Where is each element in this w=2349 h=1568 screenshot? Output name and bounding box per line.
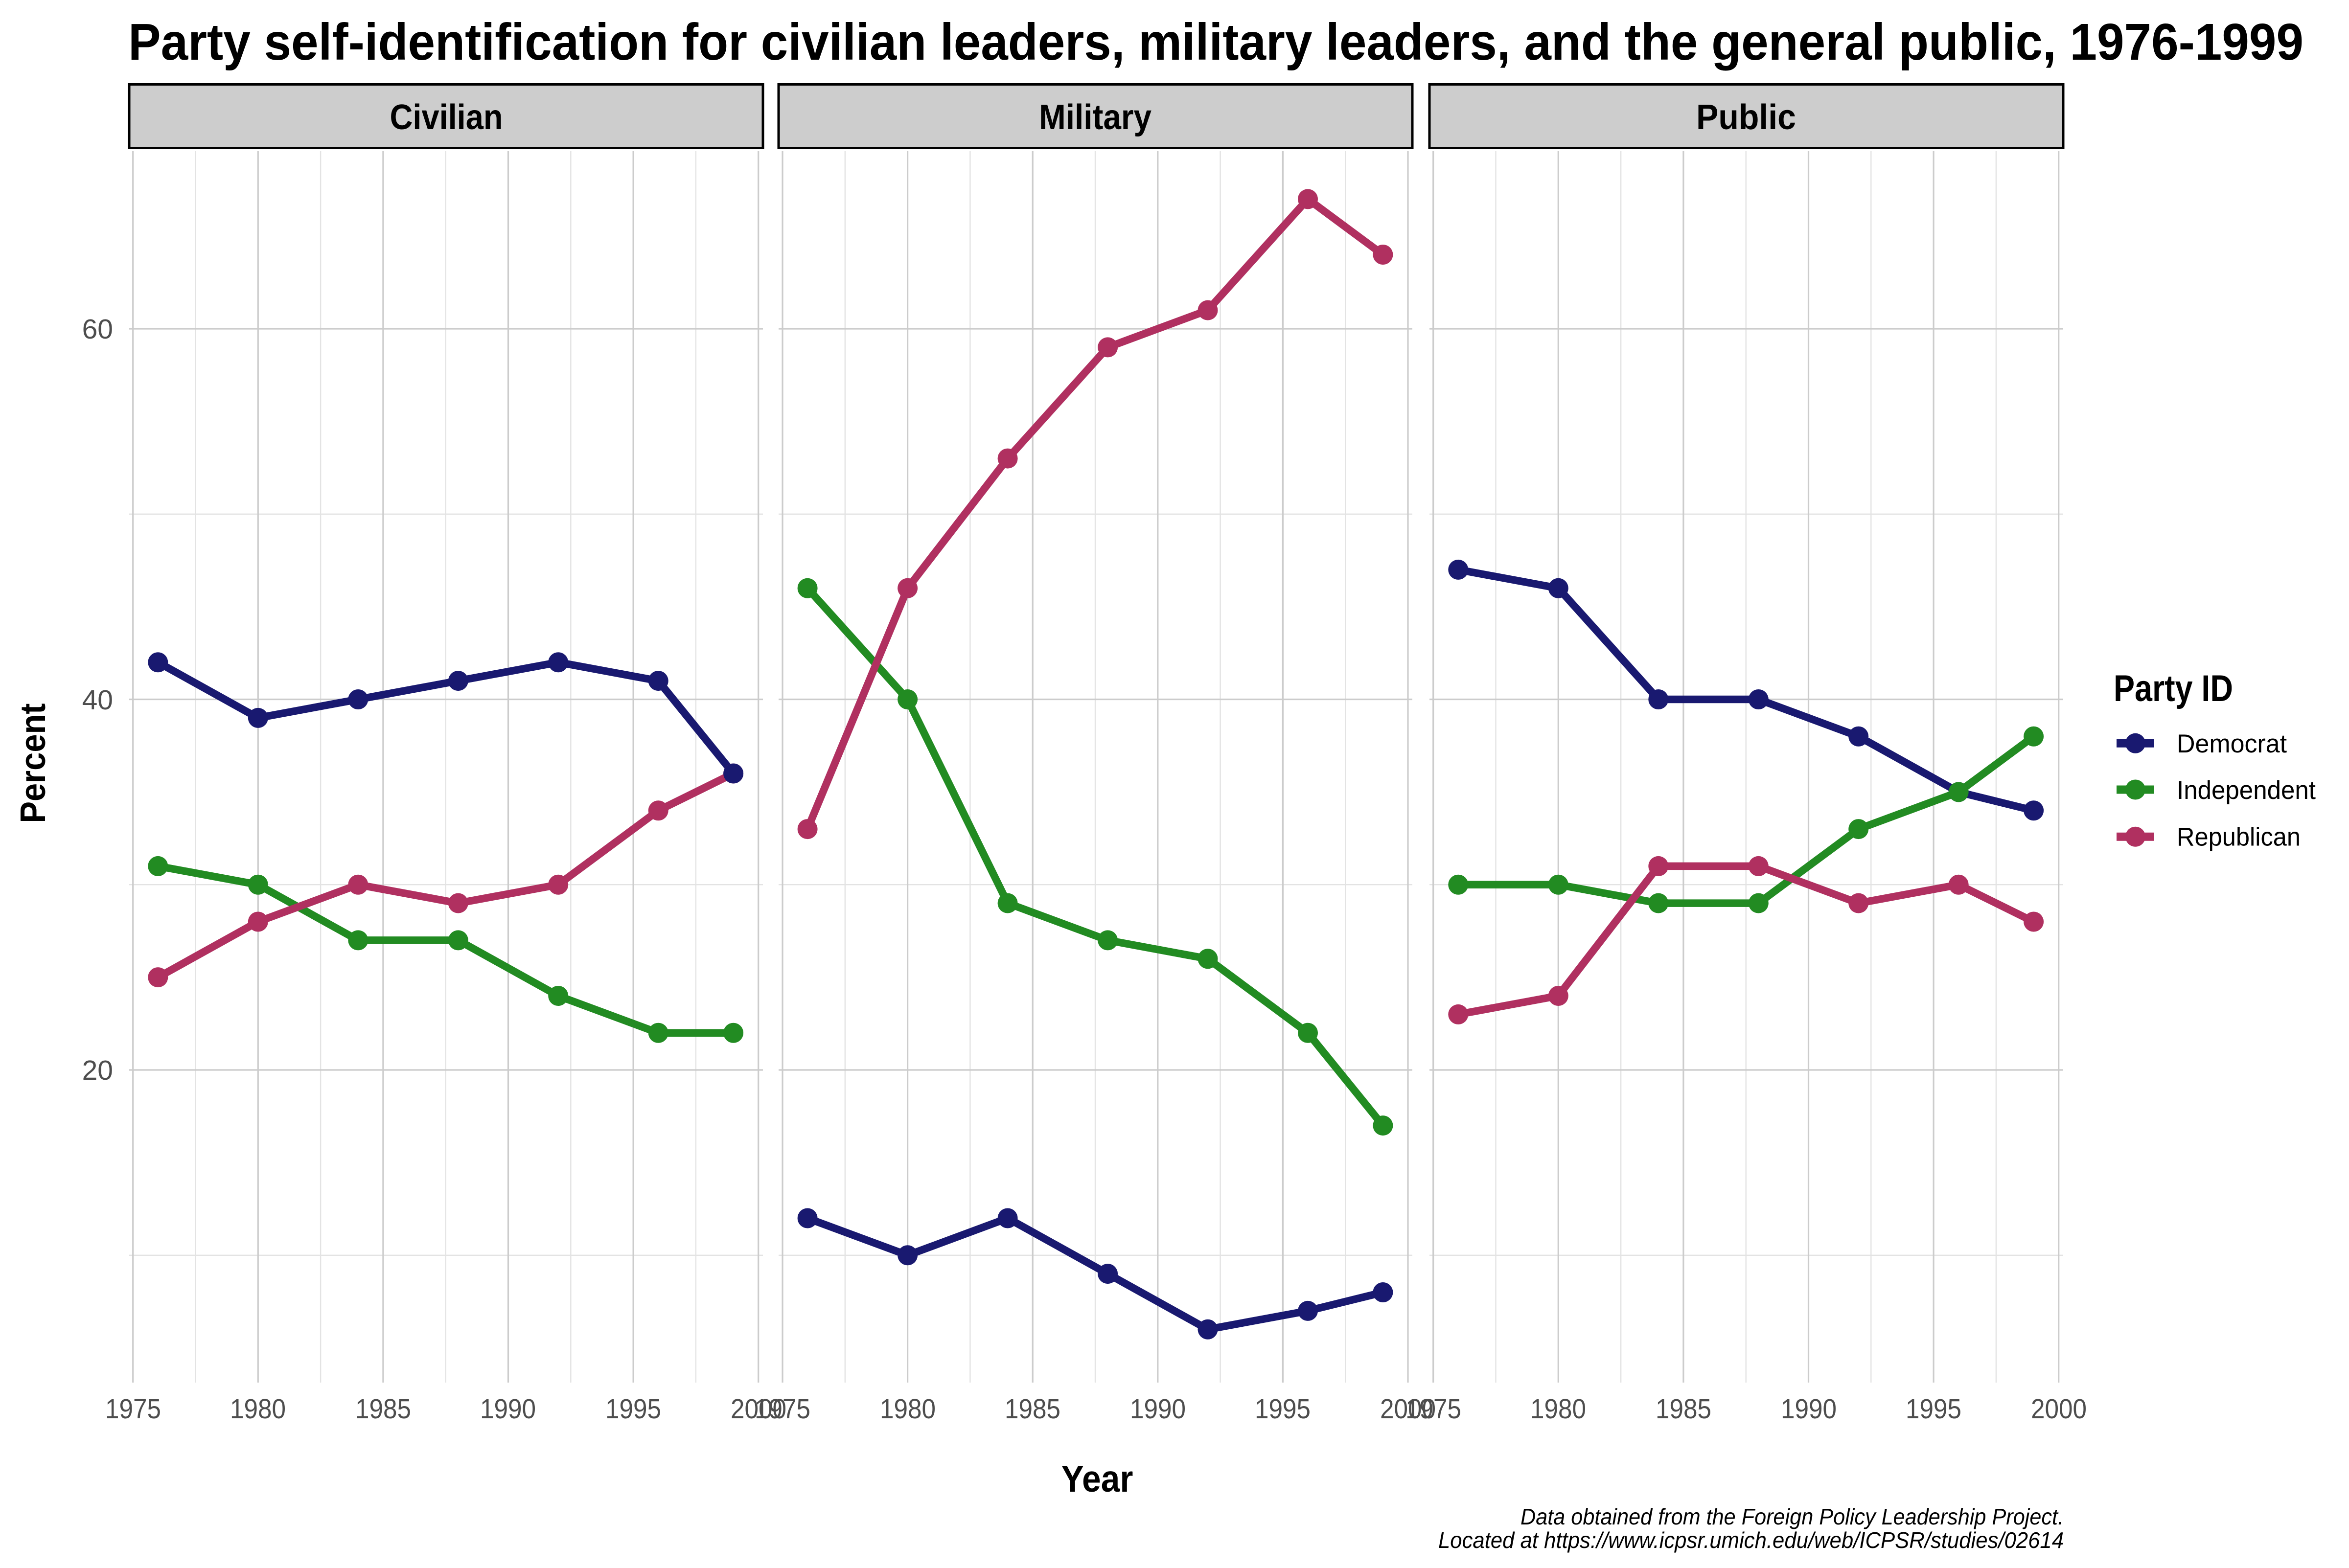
svg-text:1975: 1975 [755, 1393, 810, 1425]
svg-text:Military: Military [1039, 98, 1151, 137]
svg-text:1990: 1990 [1781, 1393, 1837, 1425]
svg-text:Data obtained from the Foreign: Data obtained from the Foreign Policy Le… [1520, 1504, 2064, 1529]
svg-text:Year: Year [1061, 1458, 1133, 1500]
svg-text:Located at https://www.icpsr.u: Located at https://www.icpsr.umich.edu/w… [1438, 1527, 2064, 1553]
svg-text:Percent: Percent [14, 703, 53, 823]
svg-text:Independent: Independent [2177, 776, 2316, 805]
svg-text:1995: 1995 [605, 1393, 661, 1425]
svg-text:Democrat: Democrat [2177, 729, 2287, 758]
svg-text:20: 20 [82, 1055, 113, 1086]
svg-text:1985: 1985 [1656, 1393, 1711, 1425]
svg-text:Public: Public [1696, 98, 1796, 137]
svg-text:1985: 1985 [1005, 1393, 1060, 1425]
svg-text:1985: 1985 [355, 1393, 411, 1425]
svg-text:Party ID: Party ID [2114, 668, 2233, 709]
svg-text:Republican: Republican [2177, 823, 2301, 852]
svg-text:40: 40 [82, 684, 113, 716]
svg-text:2000: 2000 [2031, 1393, 2087, 1425]
svg-text:2000: 2000 [731, 1393, 786, 1425]
svg-text:1990: 1990 [1130, 1393, 1186, 1425]
svg-text:1995: 1995 [1255, 1393, 1311, 1425]
svg-text:1980: 1980 [230, 1393, 286, 1425]
svg-text:1980: 1980 [880, 1393, 936, 1425]
svg-text:1975: 1975 [1405, 1393, 1461, 1425]
svg-text:1975: 1975 [105, 1393, 161, 1425]
svg-text:Party self-identification for: Party self-identification for civilian l… [128, 13, 2303, 71]
svg-text:1990: 1990 [480, 1393, 536, 1425]
svg-text:2000: 2000 [1380, 1393, 1436, 1425]
svg-text:1980: 1980 [1530, 1393, 1586, 1425]
svg-text:60: 60 [82, 314, 113, 345]
svg-text:Civilian: Civilian [390, 98, 503, 137]
svg-text:1995: 1995 [1906, 1393, 1961, 1425]
